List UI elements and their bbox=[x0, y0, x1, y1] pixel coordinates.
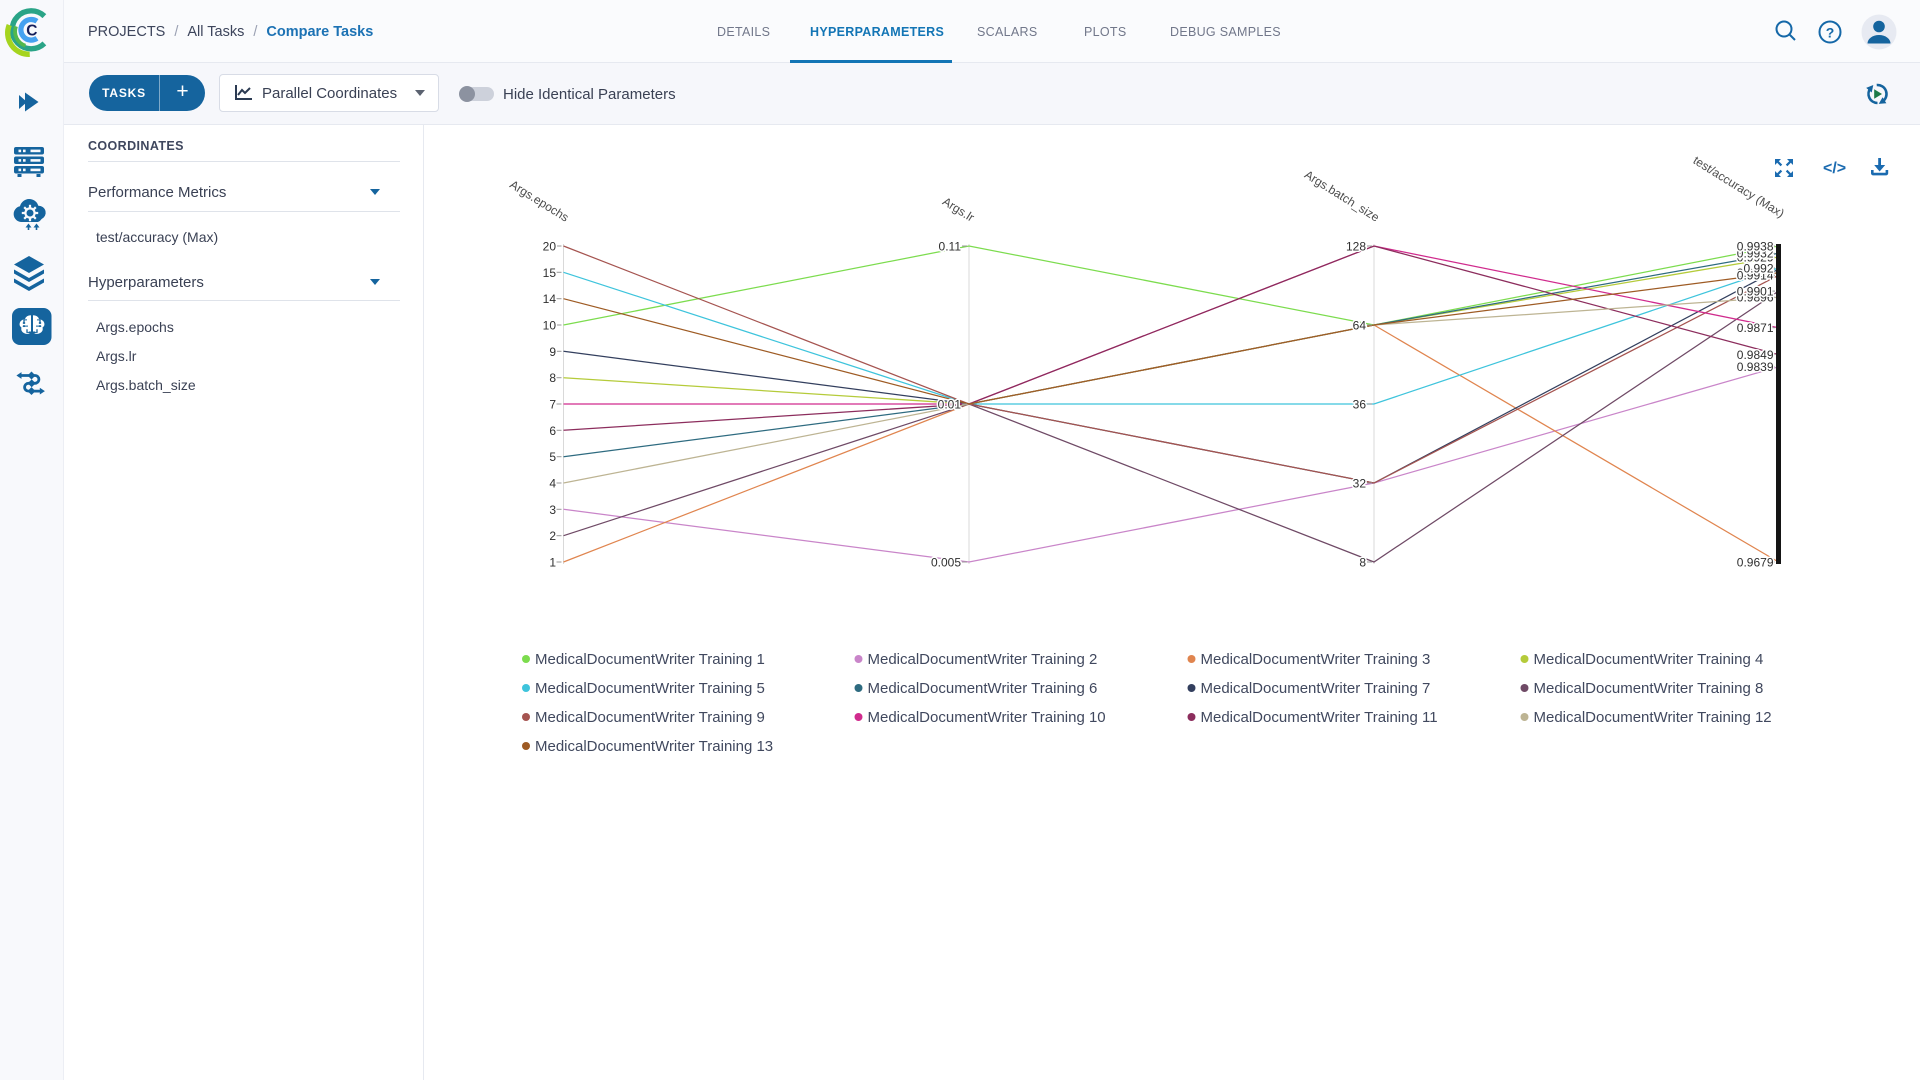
svg-text:C: C bbox=[26, 22, 37, 39]
svg-text:?: ? bbox=[1826, 25, 1835, 41]
